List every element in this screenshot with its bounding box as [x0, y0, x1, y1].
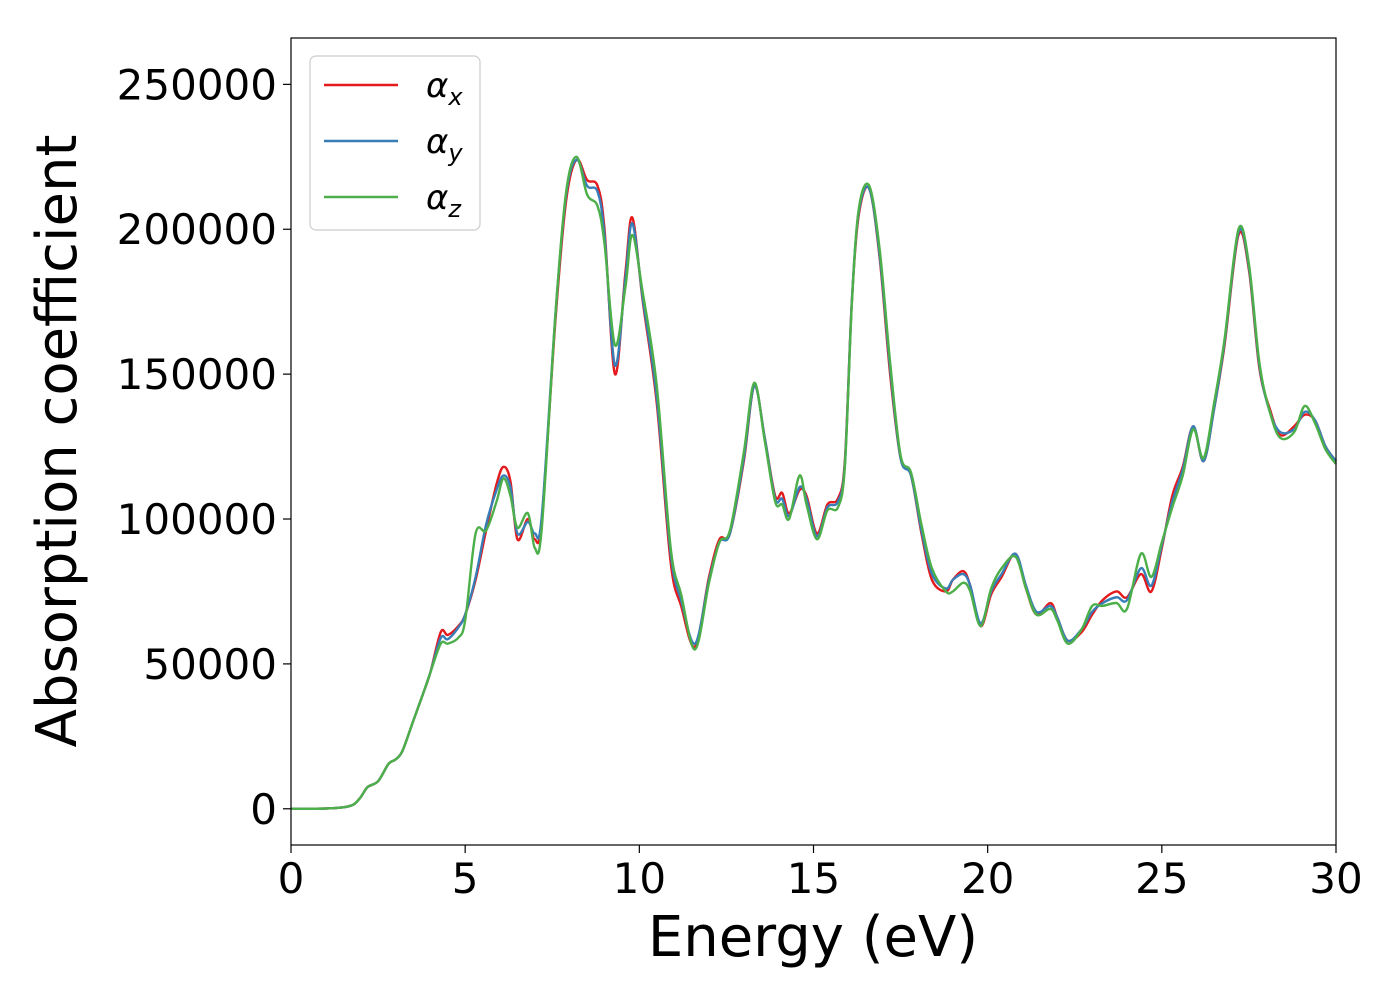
y-tick-label: 250000 — [117, 60, 277, 109]
x-tick-label: 15 — [787, 854, 840, 903]
legend-entry: αx — [426, 66, 463, 111]
y-tick-label: 200000 — [117, 205, 277, 254]
x-tick-label: 30 — [1309, 854, 1362, 903]
y-tick-label: 150000 — [117, 350, 277, 399]
x-tick-label: 20 — [961, 854, 1014, 903]
series-layer — [290, 155, 1337, 811]
x-axis-label: Energy (eV) — [648, 905, 978, 970]
series-line-z — [290, 155, 1337, 811]
legend-entry: αy — [426, 122, 463, 167]
x-tick-label: 25 — [1135, 854, 1188, 903]
y-tick-label: 100000 — [117, 495, 277, 544]
x-tick-label: 10 — [613, 854, 666, 903]
x-tick-label: 0 — [278, 854, 305, 903]
x-axis-ticks: 0 5 10 15 20 25 30 — [278, 845, 1363, 903]
series-line-y — [290, 158, 1337, 811]
legend-entry: αz — [426, 178, 462, 223]
y-axis-label: Absorption coefficient — [25, 135, 90, 748]
y-tick-label: 0 — [250, 785, 277, 834]
legend: αx αy αz — [309, 55, 481, 231]
y-tick-label: 50000 — [143, 640, 277, 689]
y-axis-ticks: 0 50000 100000 150000 200000 250000 — [117, 60, 291, 834]
x-tick-label: 5 — [452, 854, 479, 903]
legend-box — [309, 55, 481, 231]
